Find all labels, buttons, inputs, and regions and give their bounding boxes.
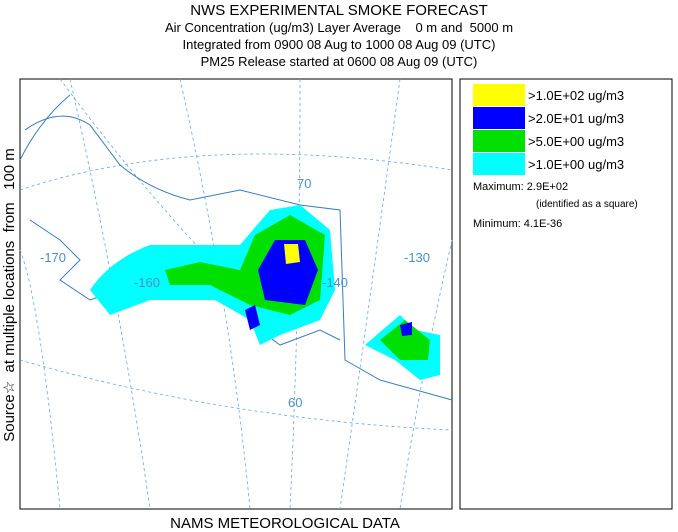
plume-contour (380, 320, 430, 360)
title: NWS EXPERIMENTAL SMOKE FORECAST (190, 2, 488, 19)
side-label: Source☆ at multiple locations from 100 m (1, 148, 18, 442)
plume-contour (284, 244, 300, 264)
minimum: Minimum: 4.1E-36 (473, 218, 562, 230)
map-label: -160 (134, 275, 160, 290)
legend-label: >1.0E+02 ug/m3 (528, 88, 624, 103)
map: 70 -170 -160 -140 -130 60 (19, 78, 453, 510)
maximum-note: (identified as a square) (536, 199, 638, 210)
legend-label: >1.0E+00 ug/m3 (528, 157, 624, 172)
plume-contour (245, 305, 260, 330)
subtitle: Integrated from 0900 08 Aug to 1000 08 A… (183, 37, 496, 52)
plume-contour (258, 240, 318, 305)
subtitle: PM25 Release started at 0600 08 Aug 09 (… (201, 54, 478, 69)
legend-label: >2.0E+01 ug/m3 (528, 111, 624, 126)
plume (90, 205, 440, 380)
legend: >1.0E+02 ug/m3 >2.0E+01 ug/m3 >5.0E+00 ug/… (473, 84, 624, 175)
plume-contour (400, 322, 412, 336)
legend-frame (459, 78, 673, 510)
maximum: Maximum: 2.9E+02 (473, 181, 568, 193)
footer: NAMS METEOROLOGICAL DATA (170, 515, 400, 532)
subtitle: Air Concentration (ug/m3) Layer Average … (165, 20, 513, 35)
map-label: -130 (404, 250, 430, 265)
map-label: -140 (322, 275, 348, 290)
legend-swatch (473, 107, 525, 129)
map-label: 70 (297, 176, 311, 191)
legend-label: >5.0E+00 ug/m3 (528, 134, 624, 149)
legend-swatch (473, 153, 525, 175)
legend-swatch (473, 130, 525, 152)
map-label: 60 (288, 395, 302, 410)
map-label: -170 (40, 250, 66, 265)
legend-swatch (473, 84, 525, 106)
